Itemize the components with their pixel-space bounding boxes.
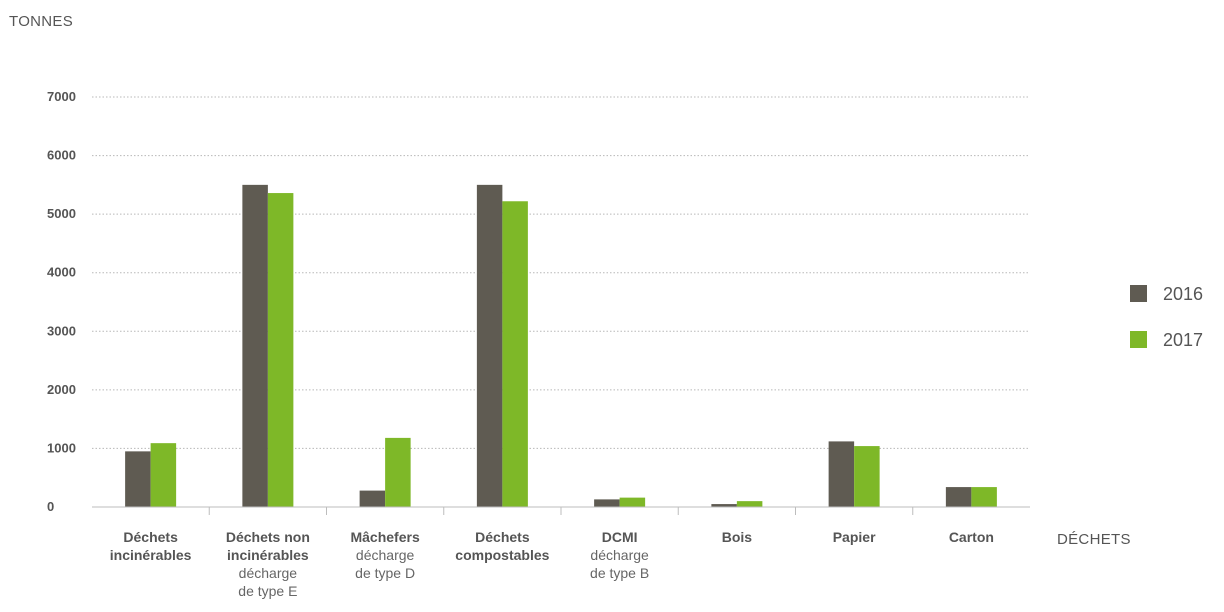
bar-2016 bbox=[242, 184, 268, 507]
bar-2017 bbox=[150, 443, 177, 507]
bar-2017 bbox=[736, 501, 763, 507]
gridlines bbox=[92, 96, 1030, 449]
category-label: Bois bbox=[722, 529, 753, 545]
category-sublabel: de type E bbox=[238, 583, 297, 599]
y-tick-label: 0 bbox=[47, 499, 54, 514]
bar-2016 bbox=[711, 504, 737, 507]
legend-label: 2017 bbox=[1163, 330, 1203, 350]
legend-swatch-2017 bbox=[1130, 331, 1147, 348]
y-tick-labels: 0 1000 2000 3000 4000 5000 6000 7000 bbox=[47, 89, 76, 514]
bar-2016 bbox=[359, 490, 386, 507]
legend-swatch-2016 bbox=[1130, 285, 1147, 302]
y-tick-label: 6000 bbox=[47, 148, 76, 163]
x-axis-label: DÉCHETS bbox=[1057, 531, 1131, 548]
bar-2017 bbox=[267, 193, 294, 508]
bar-2017 bbox=[502, 201, 528, 507]
y-axis-label: TONNES bbox=[9, 13, 73, 30]
y-tick-label: 7000 bbox=[47, 89, 76, 104]
y-tick-label: 1000 bbox=[47, 440, 76, 455]
bar-2017 bbox=[854, 446, 880, 507]
bar-2017 bbox=[619, 497, 646, 507]
category-label: Déchets non bbox=[226, 529, 310, 545]
y-tick-label: 3000 bbox=[47, 323, 76, 338]
category-label: compostables bbox=[455, 547, 549, 563]
legend-label: 2016 bbox=[1163, 284, 1203, 304]
category-sublabel: de type B bbox=[590, 565, 649, 581]
y-tick-label: 2000 bbox=[47, 382, 76, 397]
category-label: Déchets bbox=[123, 529, 178, 545]
category-label: Papier bbox=[833, 529, 876, 545]
y-tick-label: 4000 bbox=[47, 265, 76, 280]
x-axis-ticks bbox=[208, 507, 914, 515]
legend: 2016 2017 bbox=[1130, 284, 1203, 350]
category-label: incinérables bbox=[227, 547, 309, 563]
y-tick-label: 5000 bbox=[47, 206, 76, 221]
bar-2017 bbox=[971, 487, 997, 507]
category-sublabel: décharge bbox=[356, 547, 415, 563]
bars bbox=[125, 184, 997, 508]
category-label: Mâchefers bbox=[350, 529, 419, 545]
bar-2017 bbox=[385, 437, 411, 507]
category-sublabel: de type D bbox=[355, 565, 415, 581]
category-label: DCMI bbox=[602, 529, 638, 545]
category-label: Déchets bbox=[475, 529, 530, 545]
category-label: Carton bbox=[949, 529, 994, 545]
bar-2016 bbox=[828, 441, 855, 507]
bar-2016 bbox=[945, 487, 972, 507]
bar-2016 bbox=[476, 184, 503, 507]
bar-2016 bbox=[594, 499, 620, 507]
category-label: incinérables bbox=[110, 547, 192, 563]
category-sublabel: décharge bbox=[590, 547, 649, 563]
category-labels: Déchets incinérables Déchets non incinérabl… bbox=[110, 529, 994, 599]
bar-2016 bbox=[125, 451, 151, 507]
category-sublabel: décharge bbox=[239, 565, 298, 581]
